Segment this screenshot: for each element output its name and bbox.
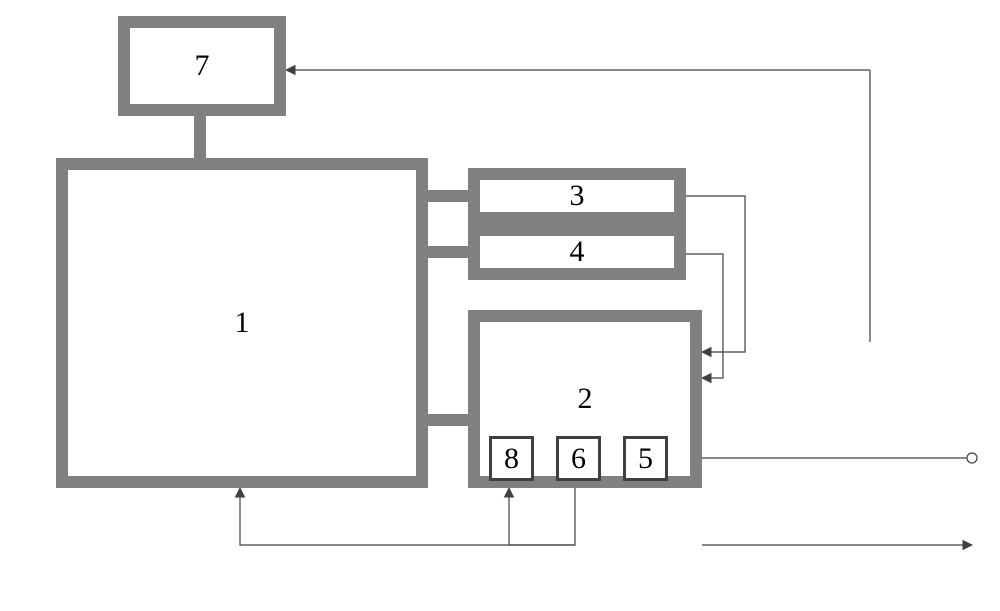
arrow-b2-bottom-to-b1: [240, 488, 575, 545]
block-label-3: 3: [570, 179, 585, 213]
open-to-b5-terminal: [967, 453, 977, 463]
block-label-7: 7: [195, 49, 210, 83]
block-label-5: 5: [638, 442, 653, 476]
block-label-8: 8: [504, 442, 519, 476]
block-1: 1: [56, 158, 428, 488]
block-label-2: 2: [578, 382, 593, 416]
block-3: 3: [468, 168, 686, 224]
block-8: 8: [489, 436, 534, 481]
block-label-1: 1: [235, 306, 250, 340]
block-label-6: 6: [571, 442, 586, 476]
diagram-canvas: 1 7 3 4 2 8 6 5: [0, 0, 1000, 611]
block-4: 4: [468, 224, 686, 280]
block-5: 5: [623, 436, 668, 481]
block-6: 6: [556, 436, 601, 481]
block-7: 7: [118, 16, 286, 116]
arrow-b2-bottom-to-b8: [509, 488, 575, 545]
block-label-4: 4: [570, 235, 585, 269]
